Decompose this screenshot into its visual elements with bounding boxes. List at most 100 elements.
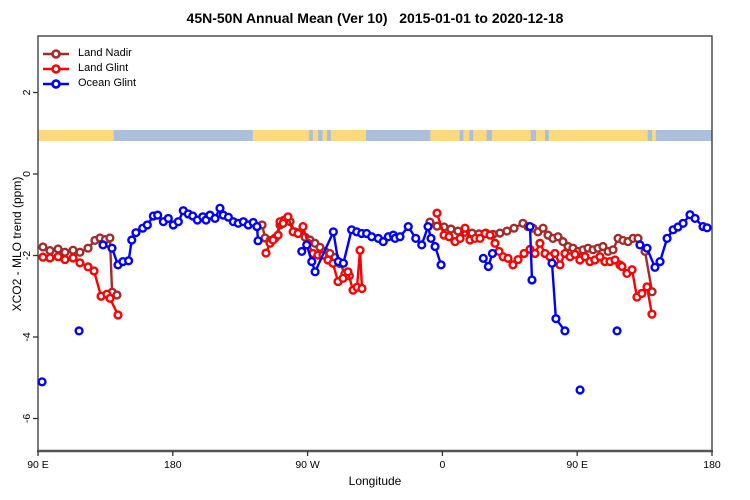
series-land-glint-point <box>343 267 353 277</box>
series-land-glint-point <box>627 265 637 275</box>
series-land-glint-point <box>485 230 495 240</box>
x-tick-label: 90 E <box>566 459 588 471</box>
map-strip-ocean-segment <box>309 129 313 141</box>
x-tick-label: 90 W <box>295 459 320 471</box>
series-ocean-glint-point <box>547 258 557 268</box>
series-ocean-glint-point <box>210 213 220 224</box>
series-land-glint-point <box>60 254 70 265</box>
series-land-nadir-point <box>495 228 505 238</box>
series-ocean-glint-point <box>297 246 307 257</box>
series-ocean-glint-point <box>478 253 488 263</box>
series-ocean-glint-point <box>650 262 660 272</box>
series-land-glint-point <box>83 262 93 272</box>
series-land-glint-point <box>273 230 283 240</box>
map-strip-ocean-segment <box>327 129 331 141</box>
series-land-glint-point <box>283 212 293 222</box>
series-land-nadir-point <box>538 223 548 233</box>
series-ocean-glint-point <box>635 240 645 250</box>
series-ocean-glint-point <box>430 241 440 252</box>
map-strip-land-segment <box>430 129 648 141</box>
map-strip-ocean-segment <box>318 129 323 141</box>
series-land-glint-point <box>113 310 123 320</box>
series-ocean-glint-point <box>655 257 665 267</box>
series-land-glint-point <box>45 253 55 263</box>
series-land-glint-point <box>617 261 627 272</box>
series-land-nadir-point <box>75 247 85 257</box>
series-land-glint-point <box>357 283 367 294</box>
series-ocean-glint-point <box>173 217 183 227</box>
series-ocean-glint-point <box>426 233 436 243</box>
series-ocean-glint-point <box>98 240 108 250</box>
series-ocean-glint-line <box>638 213 709 269</box>
series-ocean-glint-point <box>487 248 498 259</box>
series-ocean-glint-point <box>131 228 141 238</box>
series-ocean-glint-point <box>662 233 672 243</box>
x-tick-label: 0 <box>439 459 445 471</box>
series-land-nadir-point <box>502 226 512 236</box>
map-strip-ocean-segment <box>113 129 253 141</box>
series-land-glint-point <box>338 273 348 283</box>
series-land-glint-point <box>519 248 529 259</box>
series-land-glint-point <box>530 248 540 259</box>
series-land-glint-point <box>460 223 470 233</box>
series-land-nadir-point <box>112 290 122 300</box>
series-land-glint-point <box>268 235 278 245</box>
series-ocean-glint-point <box>678 218 688 228</box>
series-ocean-glint-point <box>153 210 163 220</box>
series-land-nadir-point <box>105 233 115 243</box>
series-land-glint-point <box>444 232 454 242</box>
series-ocean-glint-point <box>215 203 225 213</box>
series-land-nadir-point <box>446 224 456 234</box>
legend: Land Nadir Land Glint Ocean Glint <box>42 46 136 91</box>
series-land-nadir-point <box>608 245 618 255</box>
series-land-glint-point <box>355 245 365 255</box>
series-ocean-glint-point <box>423 221 433 232</box>
plot-border <box>37 35 713 452</box>
series-land-glint-point <box>298 221 308 232</box>
series-ocean-glint-point <box>338 258 348 268</box>
series-land-nadir-point <box>453 226 463 236</box>
y-tick-label: 0 <box>21 171 33 177</box>
y-axis-title: XCO2 - MLO trend (ppm) <box>10 176 24 312</box>
land-glint-marker-icon <box>43 63 69 74</box>
series-ocean-glint-point <box>142 220 152 230</box>
map-strip-ocean-segment <box>544 129 549 141</box>
series-ocean-glint-point <box>107 243 117 253</box>
series-ocean-glint-point <box>560 326 570 336</box>
series-land-glint-point <box>508 260 518 270</box>
legend-label: Ocean Glint <box>78 77 137 89</box>
legend-label: Land Glint <box>78 62 129 74</box>
series-land-glint-point <box>278 218 288 228</box>
map-strip-land-segment <box>38 129 114 141</box>
series-ocean-glint-point <box>642 243 652 253</box>
series-ocean-glint-point <box>253 236 263 246</box>
series-land-nadir-point <box>509 223 519 233</box>
ocean-glint-marker-icon <box>43 78 69 89</box>
x-tick-label: 90 E <box>27 459 49 471</box>
legend-item-land-nadir: Land Nadir <box>42 46 136 61</box>
series-ocean-glint-point <box>702 223 712 233</box>
series-land-glint-point <box>38 252 48 262</box>
series-land-glint-point <box>75 258 85 268</box>
series-land-glint-point <box>637 288 647 298</box>
series-ocean-glint-point <box>307 257 317 267</box>
series-land-glint-point <box>490 238 500 248</box>
series-ocean-glint-point <box>525 221 535 232</box>
map-strip-ocean-segment <box>459 129 464 141</box>
series-ocean-glint-outlier-point <box>575 385 585 395</box>
map-strip-ocean-segment <box>647 129 712 141</box>
series-ocean-glint-point <box>328 227 338 237</box>
series-land-glint-point <box>513 254 523 265</box>
map-strip-land-segment <box>652 129 656 141</box>
series-land-glint-point <box>293 228 303 239</box>
y-tick-label: -4 <box>21 332 33 341</box>
series-ocean-glint-point <box>378 237 388 247</box>
map-strip-ocean-segment <box>486 129 492 141</box>
map-strip-ocean-segment <box>469 129 474 141</box>
series-land-glint-point <box>261 248 271 258</box>
y-tick-label: -2 <box>21 251 33 260</box>
series-land-nadir-point <box>38 242 48 252</box>
series-land-nadir-point <box>45 246 55 256</box>
